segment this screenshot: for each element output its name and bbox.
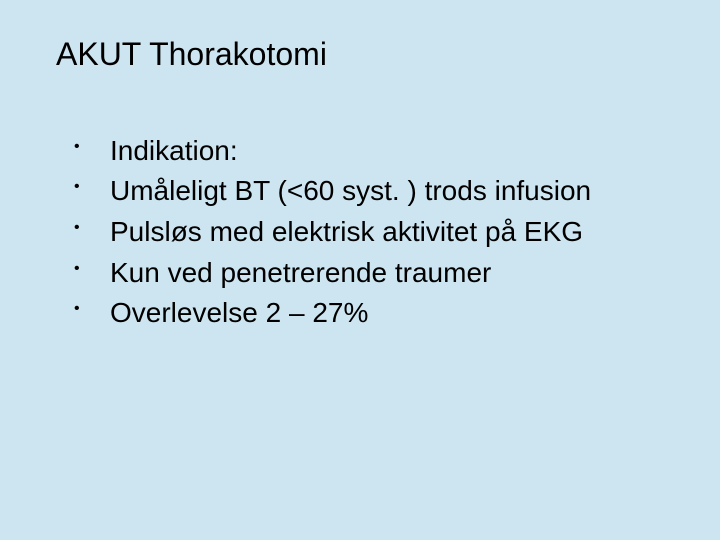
slide-title: AKUT Thorakotomi: [56, 36, 680, 73]
list-item: Kun ved penetrerende traumer: [74, 253, 680, 294]
list-item: Overlevelse 2 – 27%: [74, 293, 680, 334]
slide: AKUT Thorakotomi Indikation: Umåleligt B…: [0, 0, 720, 540]
bullet-list: Indikation: Umåleligt BT (<60 syst. ) tr…: [56, 131, 680, 334]
list-item: Pulsløs med elektrisk aktivitet på EKG: [74, 212, 680, 253]
list-item: Umåleligt BT (<60 syst. ) trods infusion: [74, 171, 680, 212]
list-item: Indikation:: [74, 131, 680, 172]
